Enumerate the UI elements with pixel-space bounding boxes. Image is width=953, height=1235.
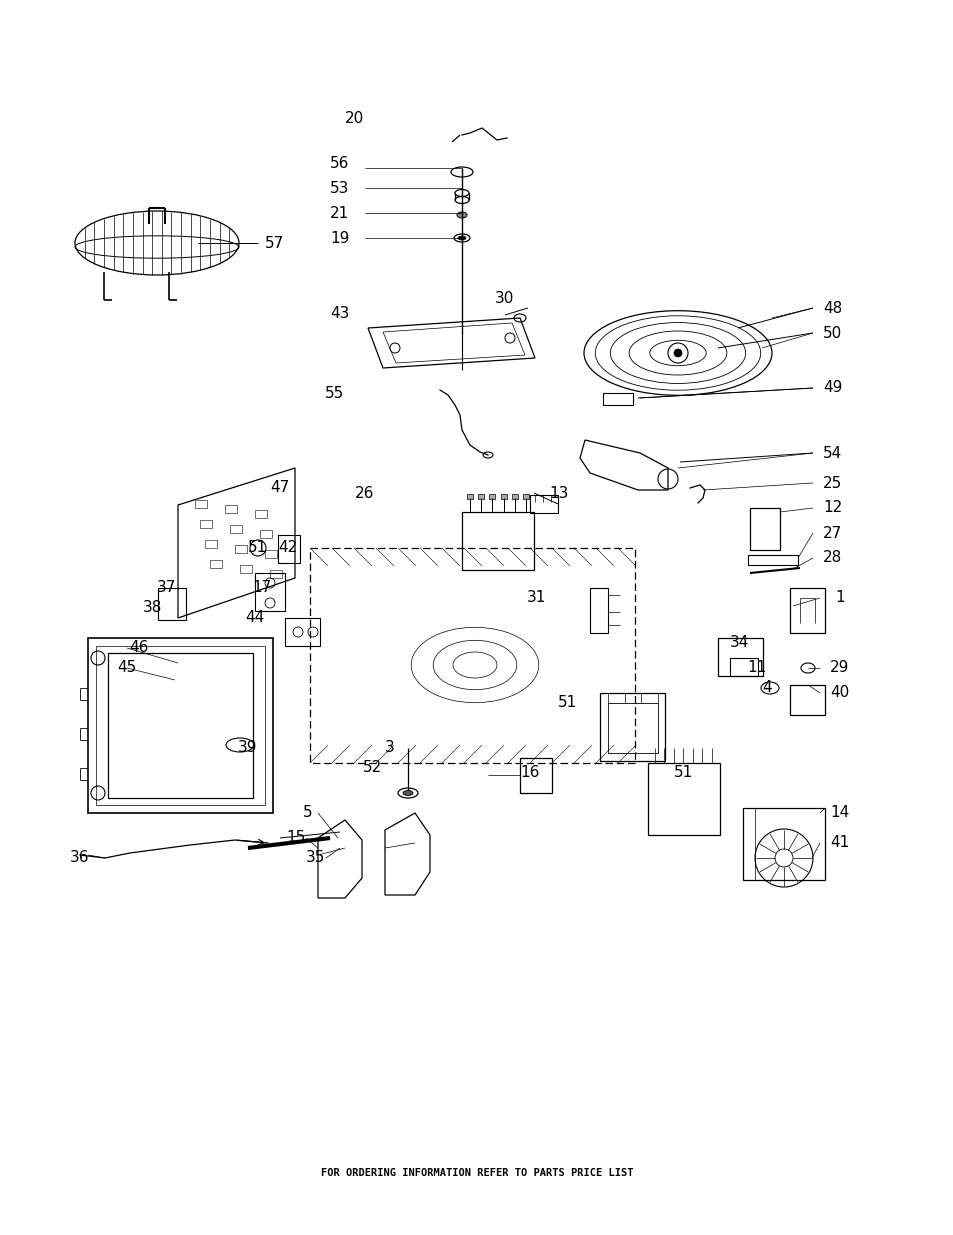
- Text: 17: 17: [253, 580, 272, 595]
- Text: 20: 20: [345, 110, 364, 126]
- Text: 55: 55: [325, 385, 344, 400]
- Bar: [789, 588, 824, 634]
- Circle shape: [673, 350, 681, 357]
- Bar: [729, 658, 758, 676]
- Text: 14: 14: [829, 805, 849, 820]
- Text: 19: 19: [330, 231, 350, 246]
- Text: 57: 57: [265, 236, 284, 251]
- Bar: [607, 703, 658, 753]
- Text: 25: 25: [822, 475, 841, 490]
- Text: 46: 46: [130, 641, 149, 656]
- Text: 11: 11: [746, 661, 766, 676]
- Text: 39: 39: [238, 741, 257, 756]
- Text: 53: 53: [330, 180, 350, 195]
- Bar: [500, 494, 506, 499]
- Ellipse shape: [457, 236, 465, 240]
- Text: 12: 12: [822, 500, 841, 515]
- Bar: [265, 550, 276, 558]
- Bar: [789, 685, 824, 715]
- Text: 35: 35: [306, 851, 325, 866]
- Text: 29: 29: [829, 661, 849, 676]
- Text: 36: 36: [71, 851, 90, 866]
- Bar: [277, 535, 299, 563]
- Bar: [96, 646, 265, 805]
- Text: 49: 49: [822, 380, 841, 395]
- Text: 38: 38: [143, 600, 163, 615]
- Text: 51: 51: [558, 695, 577, 710]
- Bar: [205, 540, 216, 548]
- Bar: [158, 588, 186, 620]
- Bar: [511, 494, 517, 499]
- Text: 34: 34: [730, 636, 749, 651]
- Text: 3: 3: [385, 741, 395, 756]
- Bar: [749, 508, 780, 550]
- Bar: [489, 494, 495, 499]
- Bar: [599, 693, 664, 761]
- Bar: [108, 653, 253, 798]
- Bar: [194, 500, 207, 508]
- Bar: [467, 494, 473, 499]
- Bar: [225, 505, 236, 513]
- Bar: [602, 393, 633, 405]
- Text: 51: 51: [248, 541, 268, 556]
- Bar: [210, 559, 222, 568]
- Text: 51: 51: [674, 766, 693, 781]
- Bar: [88, 638, 273, 813]
- Bar: [522, 494, 529, 499]
- Ellipse shape: [456, 212, 467, 219]
- Ellipse shape: [402, 790, 413, 795]
- Bar: [742, 808, 824, 881]
- Text: 31: 31: [527, 590, 546, 605]
- Text: 47: 47: [270, 480, 290, 495]
- Bar: [240, 564, 252, 573]
- Bar: [519, 758, 552, 793]
- Bar: [589, 588, 607, 634]
- Bar: [747, 555, 797, 564]
- Bar: [260, 530, 272, 538]
- Text: 28: 28: [822, 551, 841, 566]
- Text: 4: 4: [761, 680, 771, 695]
- Text: 52: 52: [363, 761, 382, 776]
- Bar: [254, 510, 267, 517]
- Text: 37: 37: [157, 580, 176, 595]
- Bar: [647, 763, 720, 835]
- Text: 56: 56: [330, 156, 350, 170]
- Bar: [285, 618, 319, 646]
- Text: 44: 44: [245, 610, 264, 625]
- Text: 26: 26: [355, 485, 375, 500]
- Text: 54: 54: [822, 446, 841, 461]
- Bar: [477, 494, 484, 499]
- Bar: [200, 520, 212, 529]
- Bar: [234, 545, 247, 553]
- Text: 41: 41: [829, 836, 849, 851]
- Text: 16: 16: [519, 766, 539, 781]
- Text: 48: 48: [822, 300, 841, 315]
- Text: 15: 15: [286, 830, 305, 846]
- Text: 43: 43: [330, 305, 350, 321]
- Bar: [270, 571, 282, 578]
- Text: 27: 27: [822, 526, 841, 541]
- Text: 40: 40: [829, 685, 849, 700]
- Text: FOR ORDERING INFORMATION REFER TO PARTS PRICE LIST: FOR ORDERING INFORMATION REFER TO PARTS …: [320, 1168, 633, 1178]
- Text: 30: 30: [495, 290, 515, 305]
- Text: 1: 1: [834, 590, 844, 605]
- Text: 45: 45: [117, 661, 136, 676]
- Bar: [530, 495, 558, 513]
- Bar: [254, 573, 285, 611]
- Bar: [310, 548, 635, 763]
- Bar: [230, 525, 242, 534]
- Text: 21: 21: [330, 205, 349, 221]
- Bar: [718, 638, 762, 676]
- Text: 13: 13: [549, 485, 568, 500]
- Bar: [461, 513, 534, 571]
- Text: 50: 50: [822, 326, 841, 341]
- Text: 42: 42: [278, 541, 297, 556]
- Text: 5: 5: [303, 805, 313, 820]
